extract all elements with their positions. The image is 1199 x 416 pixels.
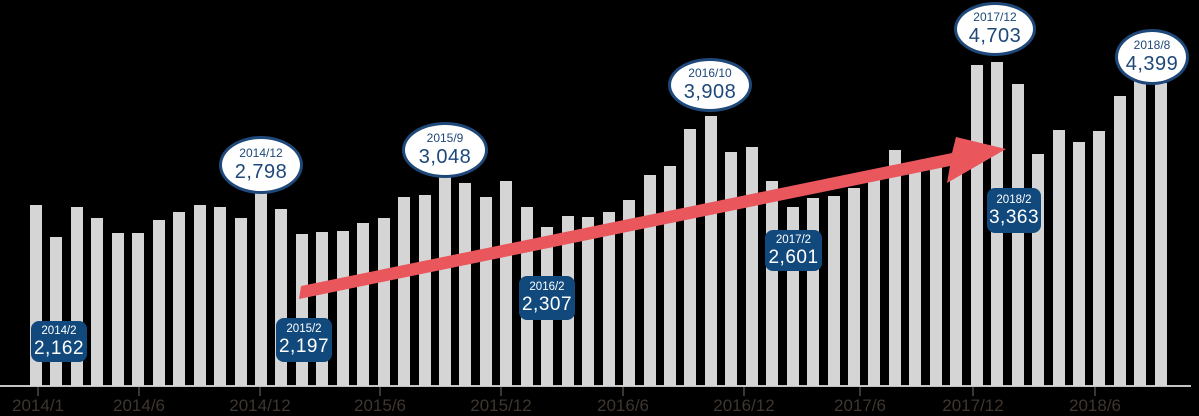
bar-2014/11 <box>234 217 247 386</box>
bar-2018/4 <box>1072 141 1085 386</box>
bar-2016/12 <box>745 146 758 386</box>
low-date: 2014/2 <box>41 324 77 337</box>
x-tick-label-2017/6: 2017/6 <box>834 396 886 415</box>
low-date: 2018/2 <box>996 193 1032 206</box>
bar-2015/5 <box>357 222 370 386</box>
peak-value: 2,798 <box>234 161 288 183</box>
peak-callout-2017/12: 2017/12 4,703 <box>954 2 1036 56</box>
peak-date: 2018/8 <box>1133 38 1171 52</box>
bar-2014/12 <box>254 193 267 386</box>
low-value: 3,363 <box>988 206 1040 228</box>
bar-2015/2 <box>295 234 308 386</box>
bar-2017/3 <box>807 198 820 386</box>
x-tick-label-2016/12: 2016/12 <box>713 396 775 415</box>
peak-callout-2014/12: 2014/12 2,798 <box>219 136 303 194</box>
bar-2016/5 <box>602 211 615 386</box>
x-tick-2017/6 <box>859 387 861 396</box>
bar-2016/7 <box>643 174 656 386</box>
x-tick-2015/12 <box>500 387 502 396</box>
peak-callout-2018/8: 2018/8 4,399 <box>1115 29 1189 85</box>
x-tick-2014/1 <box>37 387 39 396</box>
x-axis-line <box>0 385 1191 387</box>
bar-2018/8 <box>1154 82 1167 386</box>
x-tick-label-2015/12: 2015/12 <box>470 396 532 415</box>
peak-callout-2015/9: 2015/9 3,048 <box>402 122 488 178</box>
peak-date: 2014/12 <box>239 146 283 160</box>
low-date: 2017/2 <box>775 233 812 246</box>
bar-2014/8 <box>173 211 186 386</box>
peak-date: 2017/12 <box>973 10 1017 24</box>
low-date: 2015/2 <box>286 323 322 335</box>
x-tick-2016/6 <box>622 387 624 396</box>
x-tick-2016/12 <box>743 387 745 396</box>
bar-2015/4 <box>336 230 349 386</box>
low-value: 2,307 <box>521 294 573 315</box>
bar-2015/9 <box>439 175 451 386</box>
low-value: 2,197 <box>278 336 330 357</box>
bar-2015/7 <box>398 197 411 386</box>
peak-value: 4,703 <box>968 25 1022 47</box>
low-callout-2014/2: 2014/2 2,162 <box>31 321 87 362</box>
bar-2017/10 <box>950 160 963 386</box>
bar-2014/4 <box>91 218 104 386</box>
low-value: 2,162 <box>33 337 85 359</box>
bar-2017/5 <box>848 188 860 386</box>
x-tick-label-2015/6: 2015/6 <box>354 396 406 415</box>
x-tick-label-2014/6: 2014/6 <box>113 396 165 415</box>
low-callout-2018/2: 2018/2 3,363 <box>987 188 1041 233</box>
bar-2018/7 <box>1134 79 1147 386</box>
x-tick-2014/12 <box>259 387 261 396</box>
bar-2017/8 <box>909 165 922 386</box>
bar-2018/1 <box>1011 83 1024 386</box>
bar-2016/4 <box>582 217 595 386</box>
bar-2016/11 <box>725 152 738 386</box>
x-tick-2018/6 <box>1094 387 1096 396</box>
bar-2015/11 <box>479 197 492 386</box>
low-value: 2,601 <box>768 246 819 268</box>
bar-2018/5 <box>1093 130 1106 386</box>
bar-2015/6 <box>377 218 390 386</box>
bar-2015/10 <box>459 183 472 386</box>
x-tick-label-2014/12: 2014/12 <box>229 396 291 415</box>
bar-2014/10 <box>214 207 227 386</box>
bar-2016/8 <box>663 166 676 386</box>
bar-2017/1 <box>766 181 779 386</box>
bar-2018/6 <box>1113 95 1126 386</box>
x-tick-label-2017/12: 2017/12 <box>942 396 1004 415</box>
low-callout-2015/2: 2015/2 2,197 <box>276 318 332 362</box>
x-tick-label-2014/1: 2014/1 <box>12 396 64 415</box>
bar-2017/7 <box>888 150 901 386</box>
low-date: 2016/2 <box>529 281 565 293</box>
bar-2014/9 <box>193 205 206 386</box>
peak-value: 4,399 <box>1125 53 1179 75</box>
bar-2015/8 <box>418 194 431 386</box>
bar-2015/3 <box>316 232 329 386</box>
peak-value: 3,048 <box>418 146 472 168</box>
peak-callout-2016/10: 2016/10 3,908 <box>668 58 752 112</box>
bar-2016/9 <box>684 129 697 386</box>
bar-2017/9 <box>929 164 942 386</box>
bar-2018/3 <box>1052 130 1065 386</box>
bar-2014/7 <box>152 220 165 386</box>
bar-2015/12 <box>500 180 513 386</box>
x-tick-2014/6 <box>138 387 140 396</box>
bar-2017/4 <box>827 195 840 386</box>
x-tick-label-2016/6: 2016/6 <box>597 396 649 415</box>
bar-2014/2 <box>50 236 63 386</box>
low-callout-2017/2: 2017/2 2,601 <box>765 230 822 271</box>
low-callout-2016/2: 2016/2 2,307 <box>519 276 575 320</box>
peak-date: 2016/10 <box>688 66 732 80</box>
bar-2014/5 <box>111 232 124 386</box>
x-tick-2017/12 <box>972 387 974 396</box>
bar-2016/6 <box>623 200 636 386</box>
peak-value: 3,908 <box>683 81 737 103</box>
x-tick-2015/6 <box>379 387 381 396</box>
x-tick-label-2018/6: 2018/6 <box>1069 396 1121 415</box>
bar-2017/11 <box>970 65 983 386</box>
bar-2016/10 <box>704 116 717 386</box>
bar-2017/6 <box>868 180 881 386</box>
bar-2014/6 <box>132 232 145 386</box>
peak-date: 2015/9 <box>426 131 464 145</box>
